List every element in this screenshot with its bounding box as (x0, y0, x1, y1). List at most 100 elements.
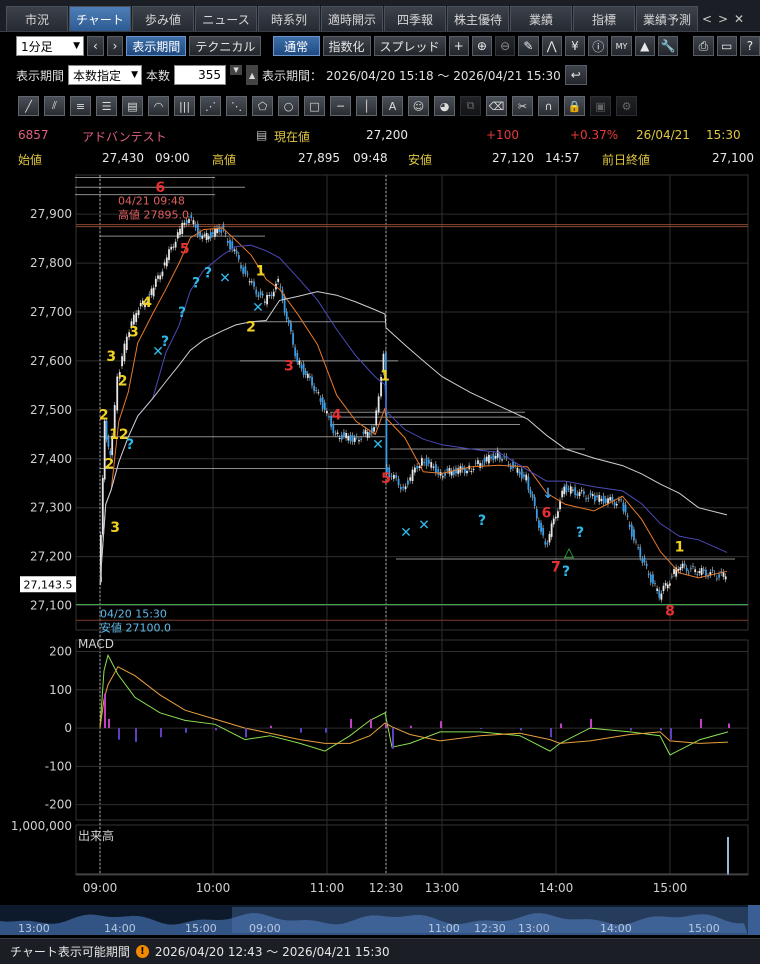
macd-histogram-bar (160, 728, 162, 738)
candle-body (116, 376, 119, 411)
count-input[interactable]: 355 (174, 65, 227, 85)
quote-time: 15:30 (706, 128, 741, 142)
candle-body (523, 474, 525, 477)
tab-benefit[interactable]: 株主優待 (447, 6, 509, 31)
macd-histogram-bar (520, 728, 522, 731)
period-button[interactable]: 表示期間 (126, 36, 187, 56)
fibonacci-arc-icon[interactable]: ◠ (148, 96, 169, 116)
rectangle-icon[interactable]: □ (304, 96, 325, 116)
close-icon[interactable]: ✕ (733, 11, 745, 26)
wrench-icon[interactable]: 🔧 (657, 36, 679, 56)
my-chart-icon[interactable]: MY (611, 36, 632, 56)
settings-icon[interactable]: ⚙ (616, 96, 637, 116)
vline-icon[interactable]: │ (356, 96, 377, 116)
channel-icon[interactable]: ⫽ (44, 96, 65, 116)
candle-body (375, 410, 378, 426)
stamp-icon[interactable]: ◕ (434, 96, 455, 116)
zoom-in-icon[interactable]: ⊕ (471, 36, 493, 56)
signal-label: 3 (284, 359, 294, 375)
vertical-lines-icon[interactable]: ||| (174, 96, 195, 116)
candle-body (163, 262, 166, 266)
index-button[interactable]: 指数化 (322, 36, 371, 56)
question-marker-icon: ? (192, 276, 200, 292)
candle-body (501, 459, 503, 461)
candle-body (687, 572, 690, 574)
candle-body (652, 574, 654, 584)
hline-icon[interactable]: ─ (330, 96, 351, 116)
reset-icon[interactable]: ↩ (564, 65, 587, 85)
navigator-time-label: 09:00 (249, 922, 281, 935)
tab-market[interactable]: 市況 (6, 6, 68, 31)
candle-body (146, 301, 149, 303)
trendline-icon[interactable]: ╱ (18, 96, 39, 116)
tab-shikiho[interactable]: 四季報 (384, 6, 446, 31)
copy-icon[interactable]: ⧉ (460, 96, 481, 116)
parallel-lines-icon[interactable]: ☰ (96, 96, 117, 116)
interval-select[interactable]: 1分足 ▼ (16, 36, 85, 56)
area-chart-icon[interactable]: ▲ (634, 36, 655, 56)
fan-lines-icon[interactable]: ⋰ (200, 96, 221, 116)
tab-news[interactable]: ニュース (195, 6, 257, 31)
technical-button[interactable]: テクニカル (189, 36, 262, 56)
tab-tick[interactable]: 歩み値 (132, 6, 194, 31)
gann-icon[interactable]: ⋱ (226, 96, 247, 116)
count-up-icon[interactable]: ▲ (246, 65, 259, 85)
low-annotation-label: 安値 27100.0 (100, 621, 171, 635)
lock-icon[interactable]: 🔒 (564, 96, 585, 116)
layer-icon[interactable]: ▣ (590, 96, 611, 116)
next-arrow-icon[interactable]: › (106, 36, 124, 56)
yen-icon[interactable]: ¥ (564, 36, 586, 56)
candle-body (520, 468, 523, 479)
count-down-icon[interactable]: ▼ (230, 65, 243, 75)
question-marker-icon: ? (478, 513, 486, 529)
normal-button[interactable]: 通常 (272, 36, 320, 56)
crosshair-icon[interactable]: + (448, 36, 469, 56)
pentagon-icon[interactable]: ⬠ (252, 96, 273, 116)
circle-icon[interactable]: ○ (278, 96, 299, 116)
candle-body (683, 563, 686, 566)
emoji-icon[interactable]: ☺ (408, 96, 429, 116)
quote-date: 26/04/21 (636, 128, 690, 142)
count-stepper[interactable]: ▼ (230, 65, 243, 85)
navigator-time-label: 14:00 (104, 922, 136, 935)
candle-body (157, 275, 159, 279)
window-icon[interactable]: ▭ (716, 36, 737, 56)
tab-disclosure[interactable]: 適時開示 (321, 6, 383, 31)
info-icon[interactable]: ⓘ (588, 36, 609, 56)
erase-all-icon[interactable]: ✂ (512, 96, 533, 116)
tab-results[interactable]: 業績 (510, 6, 572, 31)
prev-arrow-icon[interactable]: ‹ (87, 36, 104, 56)
signal-label: 4 (332, 408, 342, 424)
magnet-icon[interactable]: ∩ (538, 96, 559, 116)
price-tick-label: 27,900 (30, 207, 72, 221)
help-icon[interactable]: ? (739, 36, 760, 56)
tab-indicators[interactable]: 指標 (573, 6, 635, 31)
tab-next-icon[interactable]: > (717, 11, 729, 26)
tab-timeseries[interactable]: 時系列 (258, 6, 320, 31)
document-icon[interactable]: ▤ (256, 128, 268, 142)
price-chart[interactable]: 27,900 27,800 27,700 27,600 27,500 27,400 27,3… (0, 170, 760, 900)
chart-area[interactable]: 27,900 27,800 27,700 27,600 27,500 27,400 27,3… (0, 170, 760, 900)
navigator[interactable]: 13:00 14:00 15:00 09:00 11:00 12:30 13:00 14:00… (0, 905, 760, 935)
spread-button[interactable]: スプレッド (373, 36, 446, 56)
horizontal-lines-icon[interactable]: ≡ (70, 96, 91, 116)
candle-body (538, 520, 540, 528)
tab-prev-icon[interactable]: < (701, 11, 713, 26)
tab-chart[interactable]: チャート (69, 6, 131, 31)
candle-body (423, 462, 426, 464)
candle-body (656, 588, 659, 591)
tab-forecast[interactable]: 業績予測 (636, 6, 698, 31)
pen-icon[interactable]: ✎ (518, 36, 539, 56)
period-mode-select[interactable]: 本数指定 ▼ (68, 65, 143, 85)
price-panel-frame (75, 174, 749, 631)
navigator-strip[interactable]: 13:00 14:00 15:00 09:00 11:00 12:30 13:00 14:00… (0, 905, 760, 935)
grid-lines-icon[interactable]: ▤ (122, 96, 143, 116)
high-label: 高値 (212, 153, 237, 167)
text-icon[interactable]: A (382, 96, 403, 116)
zoom-out-icon[interactable]: ⊖ (495, 36, 516, 56)
eraser-icon[interactable]: ⌫ (486, 96, 507, 116)
signal-icon[interactable]: ⋀ (541, 36, 562, 56)
print-icon[interactable]: ⎙ (693, 36, 714, 56)
candle-body (279, 286, 282, 288)
candle-body (666, 584, 669, 589)
